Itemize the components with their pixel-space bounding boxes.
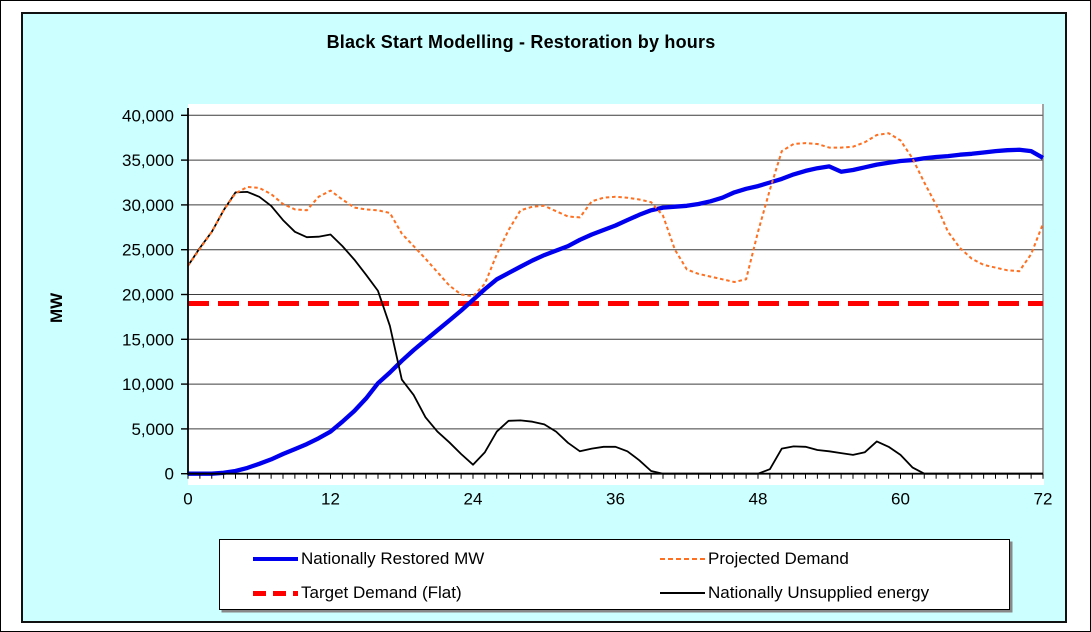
y-tick-label: 20,000 — [122, 286, 174, 305]
y-tick-label: 15,000 — [122, 330, 174, 349]
legend: Nationally Restored MW Projected Demand … — [219, 539, 1010, 610]
x-tick-label: 48 — [749, 490, 768, 509]
orange-dash-sample-icon — [660, 558, 705, 560]
legend-label: Nationally Restored MW — [301, 549, 485, 568]
legend-item-projected-demand: Projected Demand — [660, 548, 849, 570]
series-line-nationally-restored-mw — [188, 147, 1045, 476]
red-dash-sample-icon — [253, 590, 298, 596]
legend-label: Projected Demand — [708, 549, 849, 568]
legend-item-unsupplied-energy: Nationally Unsupplied energy — [660, 582, 929, 604]
legend-label: Nationally Unsupplied energy — [708, 583, 930, 602]
legend-item-target-demand: Target Demand (Flat) — [253, 582, 462, 604]
x-tick-label: 72 — [1034, 490, 1053, 509]
legend-row: Target Demand (Flat) Nationally Unsuppli… — [220, 582, 1009, 604]
y-tick-label: 5,000 — [131, 420, 174, 439]
series-line-nationally-unsupplied-energy — [187, 190, 1043, 475]
y-tick-label: 40,000 — [122, 106, 174, 125]
y-tick-label: 30,000 — [122, 196, 174, 215]
series-line-projected-demand — [187, 132, 1044, 298]
x-tick-label: 0 — [183, 490, 192, 509]
y-axis-title: MW — [47, 292, 66, 323]
blue-line-sample-icon — [253, 557, 298, 561]
x-tick-label: 12 — [321, 490, 340, 509]
legend-row: Nationally Restored MW Projected Demand — [220, 548, 1009, 570]
y-tick-label: 10,000 — [122, 375, 174, 394]
x-tick-label: 36 — [606, 490, 625, 509]
y-tick-label: 35,000 — [122, 151, 174, 170]
black-line-sample-icon — [660, 592, 705, 594]
x-tick-label: 24 — [464, 490, 483, 509]
y-tick-label: 0 — [165, 465, 174, 484]
legend-label: Target Demand (Flat) — [301, 583, 462, 602]
y-tick-label: 25,000 — [122, 241, 174, 260]
x-tick-label: 60 — [891, 490, 910, 509]
chart-title: Black Start Modelling - Restoration by h… — [326, 32, 716, 52]
legend-item-nationally-restored: Nationally Restored MW — [253, 548, 484, 570]
